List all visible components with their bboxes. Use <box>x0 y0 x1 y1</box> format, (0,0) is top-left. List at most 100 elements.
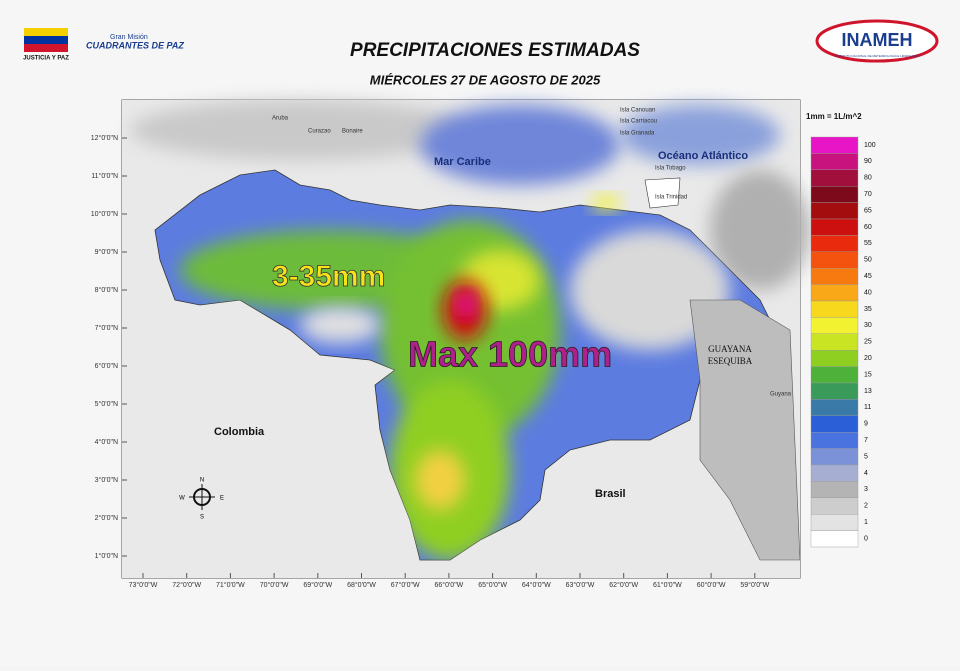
lon-tick-label: 72°0'0"W <box>172 581 201 589</box>
place-label: Isla Canouan <box>620 108 655 114</box>
lon-tick-label: 69°0'0"W <box>303 581 332 589</box>
rain-field <box>180 220 730 560</box>
rain-patch <box>592 195 620 211</box>
legend-swatch <box>810 169 859 187</box>
lon-tick-label: 68°0'0"W <box>347 581 376 589</box>
place-label: Curazao <box>308 129 331 135</box>
legend-title: 1mm = 1L/m^2 <box>806 112 862 121</box>
rain-patch <box>420 105 620 185</box>
place-label: Brasil <box>595 488 626 500</box>
legend-label: 5 <box>864 453 868 460</box>
flag-stripe <box>24 36 68 44</box>
legend-swatch <box>810 284 859 302</box>
legend-label: 4 <box>864 470 868 477</box>
rain-patch <box>300 307 380 343</box>
place-label: ESEQUIBA <box>708 356 753 366</box>
legend-swatch <box>810 514 859 531</box>
legend-label: 1 <box>864 519 868 526</box>
legend-swatch <box>810 136 859 154</box>
legend-swatch <box>810 382 859 400</box>
place-label: Aruba <box>272 116 289 122</box>
legend-swatch <box>810 366 859 384</box>
legend-swatch <box>810 350 859 367</box>
legend-label: 35 <box>864 306 872 313</box>
map: Mar Caribe Océano Atlántico Colombia Bra… <box>122 100 810 578</box>
lat-tick-label: 1°0'0"N <box>95 552 118 560</box>
lon-tick-label: 62°0'0"W <box>609 581 638 589</box>
lat-tick-label: 8°0'0"N <box>95 286 118 294</box>
mission-small: Gran Misión <box>110 34 148 41</box>
lat-tick-label: 11°0'0"N <box>91 172 118 180</box>
legend-label: 11 <box>864 404 871 411</box>
place-label: Guyana <box>770 392 792 398</box>
legend-swatch <box>810 202 859 220</box>
rain-patch <box>130 100 470 160</box>
legend-label: 15 <box>864 371 872 378</box>
legend-swatch <box>810 530 859 548</box>
legend: 1mm = 1L/m^2 100908070656055504540353025… <box>806 112 876 548</box>
lat-tick-label: 9°0'0"N <box>95 248 118 256</box>
legend-label: 2 <box>864 503 868 510</box>
place-label: GUAYANA <box>708 344 752 354</box>
legend-swatch <box>810 448 859 466</box>
legend-label: 25 <box>864 339 872 346</box>
compass: N S E W <box>179 478 224 521</box>
place-label: Bonaire <box>342 129 363 135</box>
place-label: Colombia <box>214 426 265 438</box>
legend-label: 70 <box>864 191 872 198</box>
lon-tick-label: 73°0'0"W <box>129 581 158 589</box>
lon-tick-label: 63°0'0"W <box>566 581 595 589</box>
legend-swatch <box>810 464 859 482</box>
legend-label: 50 <box>864 257 872 264</box>
legend-label: 0 <box>864 535 868 542</box>
title: PRECIPITACIONES ESTIMADAS <box>350 40 640 61</box>
legend-swatch <box>810 497 859 515</box>
lat-tick-label: 2°0'0"N <box>95 514 118 522</box>
place-label: Isla Trinidad <box>655 195 687 201</box>
lat-tick-label: 4°0'0"N <box>95 438 118 446</box>
compass-label: S <box>200 515 204 521</box>
rain-patch <box>620 105 780 165</box>
legend-label: 80 <box>864 175 872 182</box>
place-label: Isla Carriacou <box>620 119 657 125</box>
lon-tick-label: 59°0'0"W <box>740 581 769 589</box>
legend-label: 7 <box>864 437 868 444</box>
legend-label: 40 <box>864 289 872 296</box>
legend-swatch <box>810 399 859 416</box>
header: JUSTICIA Y PAZ Gran Misión CUADRANTES DE… <box>23 19 939 87</box>
lat-tick-label: 12°0'0"N <box>91 134 118 142</box>
legend-label: 20 <box>864 355 872 362</box>
rain-patch <box>457 293 475 317</box>
compass-label: N <box>200 478 204 484</box>
logo-caption: JUSTICIA Y PAZ <box>23 56 69 62</box>
lon-tick-label: 64°0'0"W <box>522 581 551 589</box>
place-label: Isla Granada <box>620 131 655 137</box>
logo-caption: INSTITUTO NACIONAL DE METEOROLOGÍA E HID… <box>835 54 919 58</box>
compass-label: E <box>220 496 224 502</box>
lon-tick-label: 61°0'0"W <box>653 581 682 589</box>
legend-label: 13 <box>864 388 872 395</box>
legend-label: 60 <box>864 224 872 231</box>
lon-tick-label: 71°0'0"W <box>216 581 245 589</box>
logo-ring <box>815 19 939 63</box>
legend-label: 100 <box>864 142 876 149</box>
legend-label: 55 <box>864 240 872 247</box>
lat-tick-label: 7°0'0"N <box>95 324 118 332</box>
lat-tick-label: 5°0'0"N <box>95 400 118 408</box>
place-label: Océano Atlántico <box>658 150 748 162</box>
rain-patch <box>570 230 730 350</box>
mission-large: CUADRANTES DE PAZ <box>86 40 184 50</box>
legend-label: 3 <box>864 486 868 493</box>
legend-swatch <box>810 268 859 285</box>
lon-tick-label: 60°0'0"W <box>697 581 726 589</box>
legend-swatch <box>810 317 859 334</box>
lon-tick-label: 67°0'0"W <box>391 581 420 589</box>
legend-label: 30 <box>864 322 872 329</box>
legend-swatch <box>810 300 859 318</box>
legend-label: 9 <box>864 421 868 428</box>
lat-tick-label: 10°0'0"N <box>91 210 118 218</box>
legend-label: 65 <box>864 207 872 214</box>
compass-label: W <box>179 496 185 502</box>
max-annotation: Max 100mm <box>408 334 612 375</box>
